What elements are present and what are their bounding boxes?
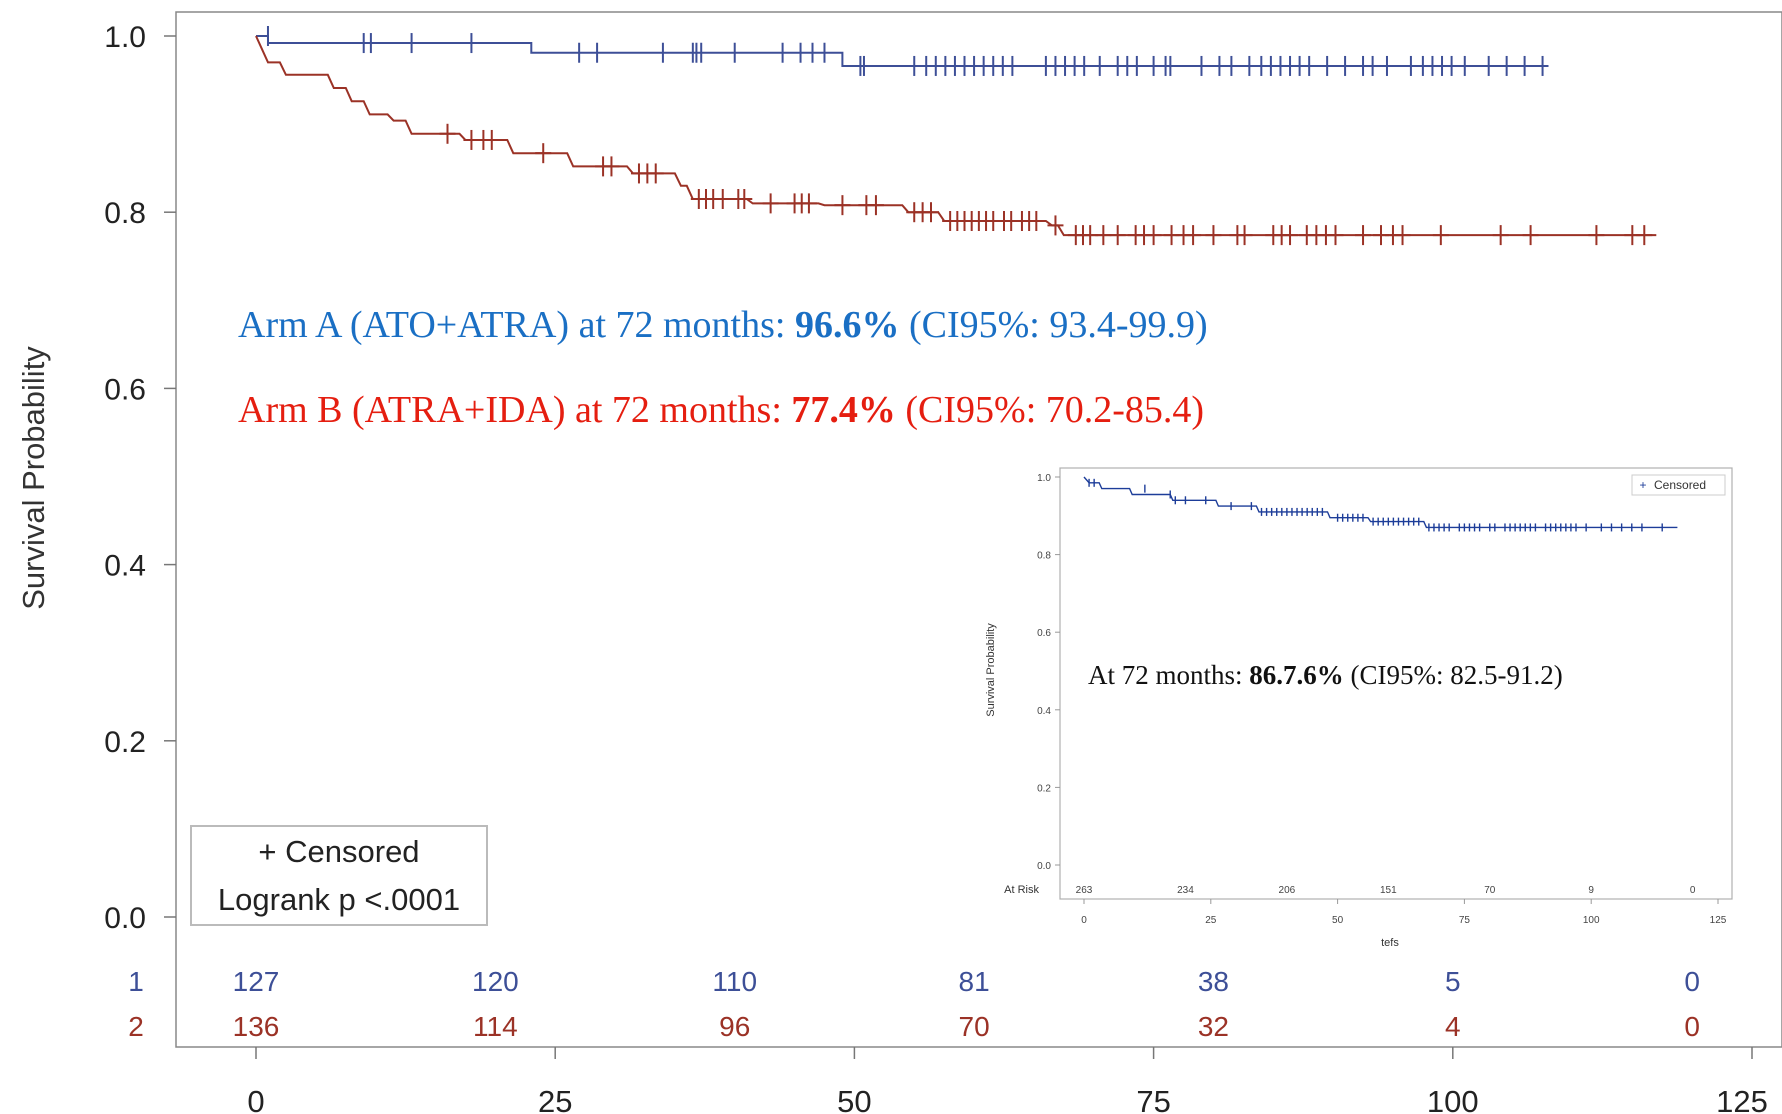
main-at-risk-value: 38 [1198,966,1229,997]
annotation-arm-b-value: 77.4% [791,389,896,431]
inset-y-tick-label: 0.4 [1037,706,1051,717]
main-at-risk-value: 120 [472,966,519,997]
main-y-tick-label: 1.0 [104,21,146,54]
main-at-risk-value: 0 [1684,1011,1700,1042]
annotation-arm-a-post: (CI95%: 93.4-99.9) [899,304,1207,346]
main-x-tick-label: 0 [247,1084,264,1114]
inset-at-risk-value: 70 [1484,885,1496,896]
main-at-risk-row-label: 2 [128,1011,144,1042]
inset-x-tick-label: 75 [1459,915,1471,926]
inset-at-risk-row: At Risk 263 234 206 151 70 9 0 [1004,884,1696,896]
main-at-risk-row-label: 1 [128,966,144,997]
inset-legend-censored-label: Censored [1654,478,1706,492]
inset-annotation-post: (CI95%: 82.5-91.2) [1344,660,1563,690]
inset-x-tick-label: 25 [1205,915,1217,926]
inset-x-tick-label: 100 [1583,915,1600,926]
main-at-risk-value: 0 [1684,966,1700,997]
inset-y-axis: 0.0 0.2 0.4 0.6 0.8 1.0 [1037,473,1060,872]
main-at-risk-value: 127 [233,966,280,997]
main-at-risk-value: 81 [959,966,990,997]
main-plot-frame [175,11,1782,1048]
main-series-1 [256,26,1549,76]
inset-y-tick-label: 1.0 [1037,473,1051,484]
main-at-risk-table: 1 127 120 110 81 38 5 0 2 136 114 96 70 32 4 0 [128,966,1700,1042]
main-y-tick-label: 0.8 [104,197,146,230]
inset-y-tick-label: 0.8 [1037,551,1051,562]
main-km-chart: 0.00.20.40.60.81.0 0 25 50 75 100 125 Surviva… [16,11,1782,1114]
main-x-tick-label: 50 [837,1084,871,1114]
main-legend-box [190,825,488,926]
inset-background [1060,468,1732,899]
inset-x-axis-label: tefs [1381,937,1399,949]
inset-x-tick-label: 0 [1081,915,1087,926]
main-y-tick-label: 0.4 [104,550,146,583]
main-at-risk-value: 5 [1445,966,1461,997]
main-series-1-line [256,35,1549,67]
inset-y-axis-label: Survival Probability [985,623,997,717]
main-legend: + Censored Logrank p <.0001 [190,825,488,926]
main-at-risk-value: 32 [1198,1011,1229,1042]
inset-legend-plus: + [1639,478,1646,492]
inset-at-risk-value: 263 [1076,885,1093,896]
main-y-tick-label: 0.2 [104,726,146,759]
main-series-group [255,26,1657,246]
main-at-risk-value: 4 [1445,1011,1461,1042]
inset-legend: + Censored [1631,474,1726,496]
inset-annotation-pre: At 72 months: [1088,660,1249,690]
legend-logrank-label: Logrank p <.0001 [218,882,460,917]
inset-at-risk-value: 234 [1177,885,1194,896]
inset-y-tick-label: 0.0 [1037,861,1051,872]
legend-censored-label: + Censored [258,834,419,869]
inset-x-tick-label: 125 [1710,915,1727,926]
inset-at-risk-value: 151 [1380,885,1397,896]
main-series-2 [255,35,1657,246]
main-at-risk-value: 136 [233,1011,280,1042]
main-at-risk-value: 110 [712,966,757,997]
inset-at-risk-value: 9 [1588,885,1594,896]
inset-at-risk-label: At Risk [1004,884,1039,896]
inset-at-risk-value: 0 [1690,885,1696,896]
inset-y-tick-label: 0.6 [1037,628,1051,639]
inset-plot-frame [1059,467,1733,900]
main-x-tick-label: 75 [1136,1084,1170,1114]
main-y-axis-label: Survival Probability [16,346,51,610]
main-y-axis: 0.0 0.2 0.4 0.6 0.8 1.0 [104,21,176,935]
main-x-tick-label: 100 [1427,1084,1479,1114]
main-y-tick-label: 0.6 [104,373,146,406]
inset-at-risk-value: 206 [1279,885,1296,896]
inset-km-chart: 0.0 0.2 0.4 0.6 0.8 1.0 0 25 50 75 100 125 Surviva… [985,467,1733,949]
inset-y-tick-label: 0.2 [1037,783,1051,794]
inset-x-axis: 0 25 50 75 100 125 [1081,899,1727,926]
inset-annotation-value: 86.7.6% [1249,660,1344,690]
main-x-tick-label: 25 [538,1084,572,1114]
main-x-axis: 0 25 50 75 100 125 [247,1047,1768,1114]
inset-legend-box [1631,474,1726,496]
main-at-risk-value: 114 [473,1011,518,1042]
inset-x-tick-label: 50 [1332,915,1344,926]
inset-series-line [1083,476,1678,529]
main-at-risk-value: 70 [959,1011,990,1042]
inset-series-group [1083,476,1678,532]
annotation-arm-b-pre: Arm B (ATRA+IDA) at 72 months: [238,389,791,431]
main-y-tick-label: 0.0 [104,902,146,935]
annotation-arm-b: Arm B (ATRA+IDA) at 72 months: 77.4% (CI… [238,389,1204,431]
inset-annotation: At 72 months: 86.7.6% (CI95%: 82.5-91.2) [1088,660,1563,690]
annotation-arm-a: Arm A (ATO+ATRA) at 72 months: 96.6% (CI… [238,304,1208,346]
annotation-arm-a-pre: Arm A (ATO+ATRA) at 72 months: [238,304,795,346]
annotation-arm-a-value: 96.6% [795,304,900,346]
annotation-arm-b-post: (CI95%: 70.2-85.4) [896,389,1204,431]
main-x-tick-label: 125 [1716,1084,1768,1114]
main-at-risk-value: 96 [719,1011,750,1042]
